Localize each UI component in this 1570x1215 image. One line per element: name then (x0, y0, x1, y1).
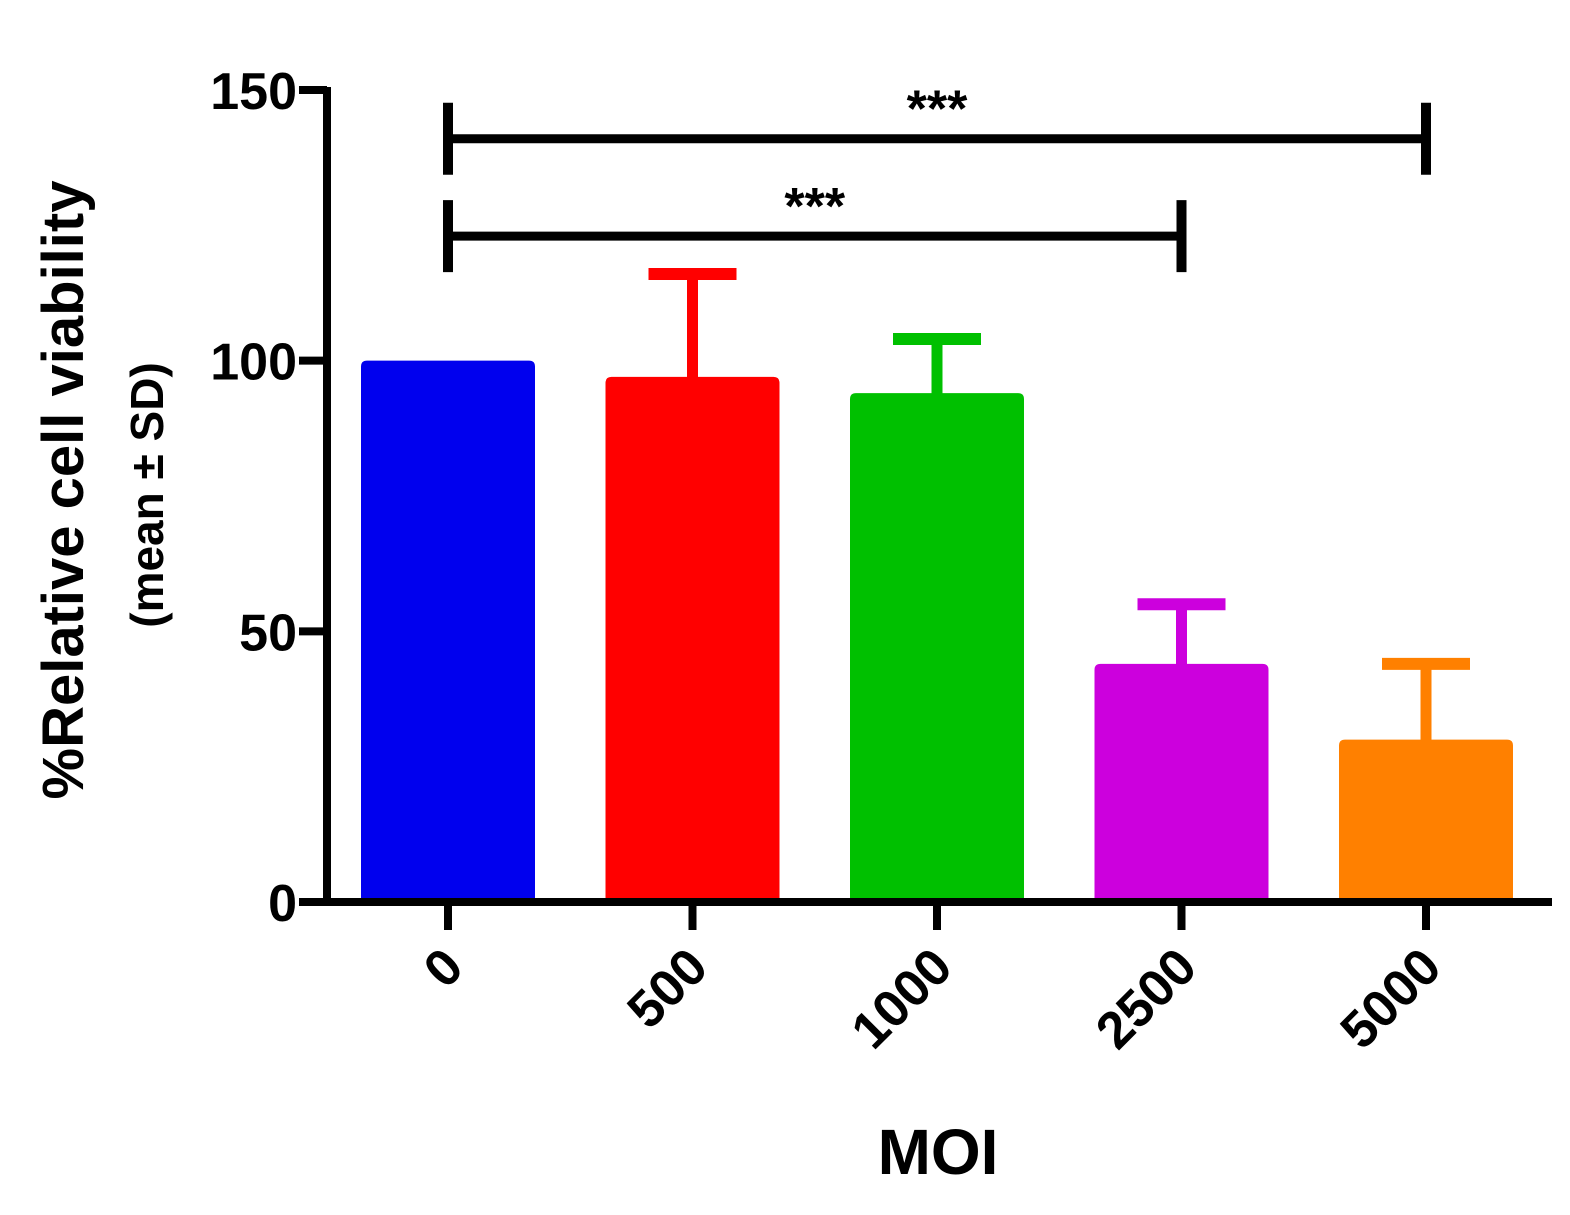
x-tick-label-5000: 5000 (1330, 937, 1453, 1060)
y-tick-label-0: 0 (268, 875, 297, 933)
error-bars-layer (648, 268, 1470, 742)
bar-5000 (1339, 739, 1513, 902)
error-bar-1000 (893, 333, 981, 396)
significance-label-0-2500: *** (784, 178, 845, 236)
error-bar-500 (648, 268, 737, 379)
x-tick-label-1000: 1000 (841, 937, 964, 1060)
bar-2500 (1094, 663, 1269, 902)
y-axis-title-line1: %Relative cell viability (31, 181, 96, 800)
y-tick-label-100: 100 (210, 334, 297, 392)
bar-1000 (850, 393, 1024, 902)
bar-500 (605, 376, 780, 902)
significance-label-0-5000: *** (907, 81, 968, 139)
x-tick-label-500: 500 (617, 937, 719, 1039)
y-tick-label-50: 50 (239, 604, 297, 662)
error-bar-2500 (1137, 598, 1226, 666)
x-tick-label-2500: 2500 (1085, 937, 1208, 1060)
bars-layer (361, 360, 1513, 903)
significance-bracket-0-5000: *** (443, 81, 1431, 175)
y-axis-title-line2: (mean ± SD) (121, 362, 173, 628)
x-axis-title: MOI (878, 1116, 999, 1188)
significance-bracket-0-2500: *** (443, 178, 1187, 273)
significance-layer: *** *** (443, 81, 1431, 273)
bar-0 (361, 360, 535, 903)
y-tick-label-150: 150 (210, 63, 297, 121)
axes-layer (299, 86, 1552, 930)
x-tick-label-0: 0 (413, 937, 474, 998)
error-bar-5000 (1382, 657, 1470, 742)
